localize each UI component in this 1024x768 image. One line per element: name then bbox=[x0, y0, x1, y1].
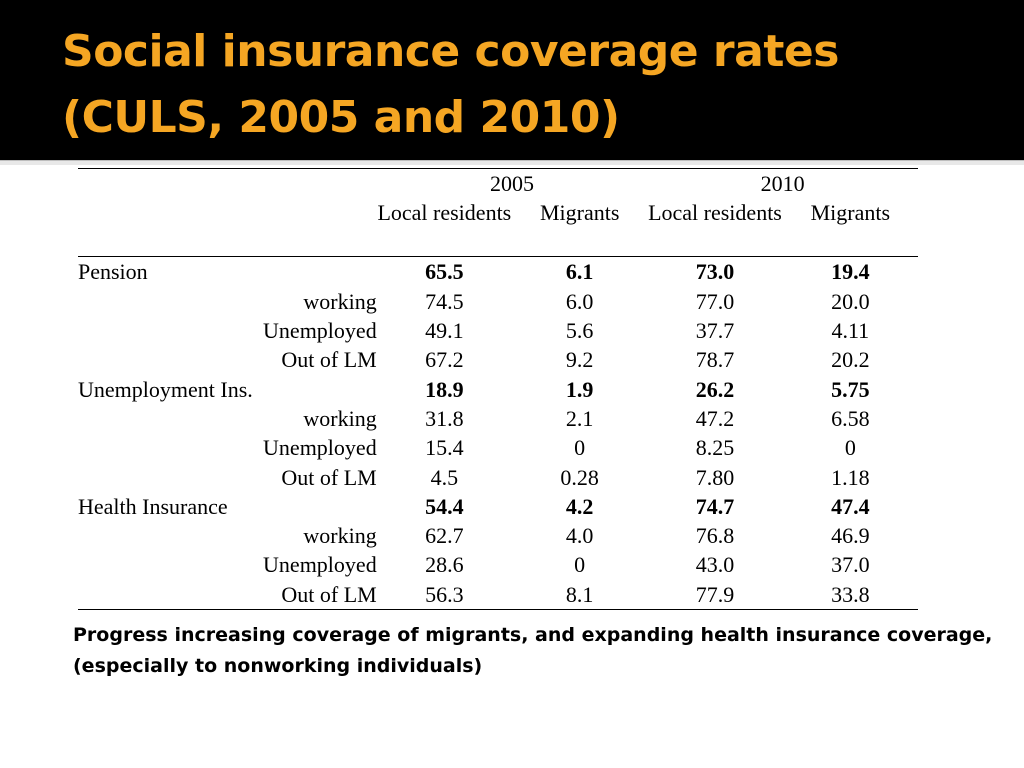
value-cell: 37.0 bbox=[831, 552, 870, 578]
subgroup-label: Out of LM bbox=[281, 464, 377, 490]
value-cell: 28.6 bbox=[425, 552, 464, 578]
value-cell: 8.25 bbox=[695, 435, 735, 461]
value-cell: 67.2 bbox=[425, 347, 464, 373]
group-label: Pension bbox=[78, 259, 148, 285]
value-cell: 77.0 bbox=[695, 288, 735, 314]
value-cell: 0 bbox=[844, 435, 856, 461]
title-band: Social insurance coverage rates (CULS, 2… bbox=[0, 0, 1024, 160]
value-cell: 77.9 bbox=[647, 579, 783, 610]
value-cell: 6.58 bbox=[831, 405, 870, 431]
subgroup-label: working bbox=[303, 288, 377, 314]
value-cell: 47.2 bbox=[695, 405, 735, 431]
subgroup-row: Out of LM 4.5 0.28 7.80 1.18 bbox=[78, 462, 918, 491]
value-cell: 20.0 bbox=[831, 288, 870, 314]
value-cell: 8.1 bbox=[512, 579, 648, 610]
value-cell: 76.8 bbox=[695, 523, 735, 549]
group-value-cell: 65.5 bbox=[425, 259, 464, 285]
subheader-migrants-2010: Migrants bbox=[782, 198, 918, 258]
subgroup-row: Unemployed 49.1 5.6 37.7 4.11 bbox=[78, 316, 918, 345]
subgroup-row: Out of LM 67.2 9.2 78.7 20.2 bbox=[78, 345, 918, 374]
footnote: Progress increasing coverage of migrants… bbox=[73, 620, 1013, 682]
value-cell: 0 bbox=[574, 435, 586, 461]
value-cell: 7.80 bbox=[695, 464, 735, 490]
subgroup-row: Unemployed 28.6 0 43.0 37.0 bbox=[78, 550, 918, 579]
coverage-table: 2005 2010 Local residents Migrants Local… bbox=[78, 168, 918, 610]
value-cell: 5.6 bbox=[565, 318, 594, 344]
value-cell: 49.1 bbox=[425, 318, 464, 344]
group-value-cell: 1.9 bbox=[565, 376, 594, 402]
value-cell: 0.28 bbox=[560, 464, 599, 490]
group-value-cell: 6.1 bbox=[565, 259, 594, 285]
subgroup-label: Out of LM bbox=[281, 347, 377, 373]
value-cell: 43.0 bbox=[695, 552, 735, 578]
subgroup-row: Out of LM 56.3 8.1 77.9 33.8 bbox=[78, 579, 918, 610]
header-blank bbox=[78, 168, 377, 199]
value-cell: 4.11 bbox=[831, 318, 870, 344]
year-header-2005: 2005 bbox=[376, 168, 648, 199]
value-cell: 37.7 bbox=[695, 318, 735, 344]
group-value-cell: 73.0 bbox=[695, 259, 735, 285]
group-row: Pension 65.5 6.1 73.0 19.4 bbox=[78, 257, 918, 287]
year-header-row: 2005 2010 bbox=[78, 168, 918, 199]
table-body: Pension 65.5 6.1 73.0 19.4 working 74.5 6.0 77.0… bbox=[78, 257, 918, 610]
value-cell: 74.5 bbox=[425, 288, 464, 314]
subgroup-label: Out of LM bbox=[78, 579, 377, 610]
value-cell: 1.18 bbox=[831, 464, 870, 490]
group-value-cell: 19.4 bbox=[831, 259, 870, 285]
subgroup-row: Unemployed 15.4 0 8.25 0 bbox=[78, 433, 918, 462]
group-row: Unemployment Ins. 18.9 1.9 26.2 5.75 bbox=[78, 374, 918, 403]
value-cell: 0 bbox=[574, 552, 586, 578]
subheader-local-2005: Local residents bbox=[376, 198, 513, 258]
subgroup-label: working bbox=[303, 523, 377, 549]
subheader-row: Local residents Migrants Local residents… bbox=[78, 198, 918, 258]
slide-title-line-1: Social insurance coverage rates bbox=[62, 26, 839, 77]
value-cell: 56.3 bbox=[376, 579, 513, 610]
value-cell: 33.8 bbox=[782, 579, 918, 610]
subgroup-label: working bbox=[303, 405, 377, 431]
group-row: Health Insurance 54.4 4.2 74.7 47.4 bbox=[78, 492, 918, 521]
value-cell: 46.9 bbox=[831, 523, 870, 549]
group-value-cell: 74.7 bbox=[695, 493, 735, 519]
subgroup-row: working 62.7 4.0 76.8 46.9 bbox=[78, 521, 918, 550]
value-cell: 20.2 bbox=[831, 347, 870, 373]
title-divider bbox=[0, 160, 1024, 165]
value-cell: 4.5 bbox=[430, 464, 459, 490]
subheader-local-2010: Local residents bbox=[647, 198, 783, 258]
group-label: Unemployment Ins. bbox=[78, 376, 253, 402]
subgroup-row: working 31.8 2.1 47.2 6.58 bbox=[78, 404, 918, 433]
value-cell: 31.8 bbox=[425, 405, 464, 431]
year-header-2010: 2010 bbox=[647, 168, 918, 199]
footnote-line-1: Progress increasing coverage of migrants… bbox=[73, 624, 993, 646]
value-cell: 4.0 bbox=[565, 523, 594, 549]
group-value-cell: 47.4 bbox=[831, 493, 870, 519]
subgroup-label: Unemployed bbox=[263, 318, 377, 344]
group-value-cell: 5.75 bbox=[831, 376, 870, 402]
value-cell: 2.1 bbox=[565, 405, 594, 431]
header-blank bbox=[78, 198, 377, 258]
group-value-cell: 18.9 bbox=[425, 376, 464, 402]
subgroup-label: Unemployed bbox=[263, 435, 377, 461]
subgroup-label: Unemployed bbox=[263, 552, 377, 578]
slide-title-line-2: (CULS, 2005 and 2010) bbox=[62, 92, 620, 143]
value-cell: 78.7 bbox=[695, 347, 735, 373]
value-cell: 6.0 bbox=[565, 288, 594, 314]
group-value-cell: 4.2 bbox=[565, 493, 594, 519]
group-value-cell: 54.4 bbox=[425, 493, 464, 519]
group-label: Health Insurance bbox=[78, 493, 228, 519]
group-value-cell: 26.2 bbox=[695, 376, 735, 402]
subgroup-row: working 74.5 6.0 77.0 20.0 bbox=[78, 287, 918, 316]
subheader-migrants-2005: Migrants bbox=[512, 198, 648, 258]
value-cell: 62.7 bbox=[425, 523, 464, 549]
value-cell: 15.4 bbox=[425, 435, 464, 461]
footnote-line-2: (especially to nonworking individuals) bbox=[73, 655, 483, 677]
value-cell: 9.2 bbox=[565, 347, 594, 373]
